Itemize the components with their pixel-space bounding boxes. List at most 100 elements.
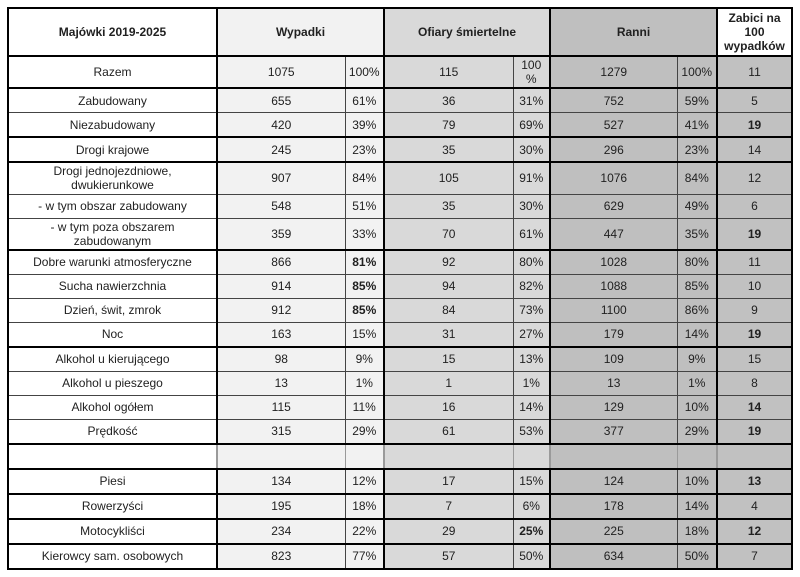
ofiary-value: 57 [383, 543, 514, 570]
ranni-percent: 59% [676, 87, 719, 114]
ofiary-percent: 27% [512, 321, 552, 348]
ofiary-percent: 50% [512, 543, 552, 570]
ranni-value: 1279 [549, 55, 678, 90]
zabici-per-100-value: 19 [716, 418, 793, 445]
zabici-per-100-value: 15 [716, 346, 793, 372]
ranni-percent: 10% [676, 468, 719, 495]
wypadki-percent: 15% [344, 321, 385, 348]
ofiary-value: 7 [383, 493, 514, 520]
row-label: Rowerzyści [7, 493, 218, 520]
zabici-per-100-value: 9 [716, 297, 793, 323]
zabici-per-100-value: 4 [716, 493, 793, 520]
table-row: Drogi jednojezdniowe, dwukierunkowe 907 … [7, 161, 793, 195]
ranni-value: 1088 [549, 273, 678, 299]
ranni-value: 124 [549, 468, 678, 495]
zabici-per-100-value: 10 [716, 273, 793, 299]
table-row: Zabudowany 655 61% 36 31% 752 59% 5 [7, 87, 793, 114]
row-label: Sucha nawierzchnia [7, 273, 218, 299]
zabici-per-100-value [716, 443, 793, 470]
wypadki-value: 315 [216, 418, 346, 445]
ranni-percent: 100% [676, 55, 719, 90]
wypadki-percent: 85% [344, 273, 385, 299]
ranni-value: 1100 [549, 297, 678, 323]
ranni-percent [676, 443, 719, 470]
wypadki-value: 907 [216, 161, 346, 195]
ofiary-value: 16 [383, 394, 514, 420]
zabici-per-100-value: 5 [716, 87, 793, 114]
row-label: Dzień, świt, zmrok [7, 297, 218, 323]
wypadki-value: 1075 [216, 55, 346, 90]
ranni-value: 634 [549, 543, 678, 570]
zabici-per-100-value: 6 [716, 193, 793, 219]
ranni-value: 129 [549, 394, 678, 420]
wypadki-value: 234 [216, 518, 346, 545]
table-row: Prędkość 315 29% 61 53% 377 29% 19 [7, 418, 793, 445]
table-row: Rowerzyści 195 18% 7 6% 178 14% 4 [7, 493, 793, 520]
ranni-percent: 84% [676, 161, 719, 195]
zabici-per-100-value: 13 [716, 468, 793, 495]
wypadki-percent: 1% [344, 370, 385, 396]
ranni-percent: 80% [676, 249, 719, 275]
row-label: Piesi [7, 468, 218, 495]
wypadki-percent: 77% [344, 543, 385, 570]
ranni-value: 109 [549, 346, 678, 372]
row-label: Razem [7, 55, 218, 90]
ofiary-value: 79 [383, 112, 514, 139]
table-row: Dzień, świt, zmrok 912 85% 84 73% 1100 8… [7, 297, 793, 323]
zabici-per-100-value: 19 [716, 217, 793, 251]
zabici-per-100-value: 14 [716, 136, 793, 164]
ranni-percent: 1% [676, 370, 719, 396]
row-label: Motocykliści [7, 518, 218, 545]
ranni-value [549, 443, 678, 470]
wypadki-value: 912 [216, 297, 346, 323]
ofiary-percent: 69% [512, 112, 552, 139]
row-label: Niezabudowany [7, 112, 218, 139]
table-row: Kierowcy sam. osobowych 823 77% 57 50% 6… [7, 543, 793, 570]
row-label: - w tym poza obszarem zabudowanym [7, 217, 218, 251]
ranni-value: 179 [549, 321, 678, 348]
ranni-value: 752 [549, 87, 678, 114]
stats-table: Majówki 2019-2025 Wypadki Ofiary śmierte… [7, 7, 794, 570]
row-label: Drogi krajowe [7, 136, 218, 164]
ranni-percent: 85% [676, 273, 719, 299]
row-label: Drogi jednojezdniowe, dwukierunkowe [7, 161, 218, 195]
ranni-percent: 10% [676, 394, 719, 420]
ofiary-value: 17 [383, 468, 514, 495]
ranni-percent: 14% [676, 493, 719, 520]
ofiary-value: 105 [383, 161, 514, 195]
ranni-percent: 50% [676, 543, 719, 570]
table-row: Piesi 134 12% 17 15% 124 10% 13 [7, 468, 793, 495]
wypadki-value [216, 443, 346, 470]
wypadki-value: 98 [216, 346, 346, 372]
ranni-percent: 35% [676, 217, 719, 251]
ranni-percent: 86% [676, 297, 719, 323]
wypadki-percent: 39% [344, 112, 385, 139]
row-label: Alkohol u pieszego [7, 370, 218, 396]
zabici-per-100-value: 14 [716, 394, 793, 420]
ranni-value: 527 [549, 112, 678, 139]
wypadki-value: 548 [216, 193, 346, 219]
row-label: Alkohol u kierującego [7, 346, 218, 372]
header-group-wypadki: Wypadki [216, 7, 385, 57]
ranni-value: 447 [549, 217, 678, 251]
wypadki-percent: 61% [344, 87, 385, 114]
wypadki-value: 359 [216, 217, 346, 251]
wypadki-percent: 9% [344, 346, 385, 372]
ofiary-percent: 14% [512, 394, 552, 420]
zabici-per-100-value: 12 [716, 161, 793, 195]
ranni-percent: 18% [676, 518, 719, 545]
ranni-percent: 14% [676, 321, 719, 348]
zabici-per-100-value: 11 [716, 249, 793, 275]
wypadki-value: 420 [216, 112, 346, 139]
ofiary-value: 61 [383, 418, 514, 445]
ranni-value: 225 [549, 518, 678, 545]
ofiary-percent: 91% [512, 161, 552, 195]
ofiary-percent: 30% [512, 193, 552, 219]
wypadki-value: 134 [216, 468, 346, 495]
ranni-value: 296 [549, 136, 678, 164]
ofiary-value [383, 443, 514, 470]
zabici-per-100-value: 19 [716, 321, 793, 348]
wypadki-percent: 51% [344, 193, 385, 219]
wypadki-value: 914 [216, 273, 346, 299]
ofiary-percent: 13% [512, 346, 552, 372]
